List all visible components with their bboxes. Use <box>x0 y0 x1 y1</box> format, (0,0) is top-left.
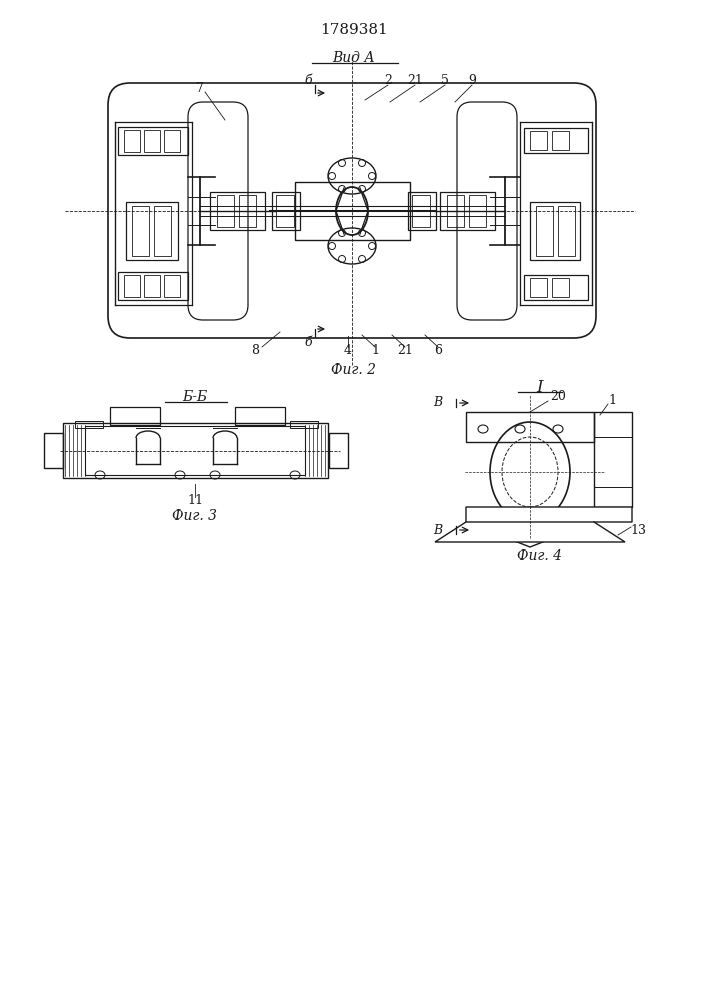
Bar <box>524 128 588 153</box>
Bar <box>217 195 234 227</box>
Text: 5: 5 <box>441 74 449 87</box>
Bar <box>164 275 180 297</box>
Text: 1789381: 1789381 <box>320 23 388 37</box>
Bar <box>295 182 410 240</box>
Bar <box>558 206 575 256</box>
Bar <box>276 195 294 227</box>
Bar <box>594 412 632 507</box>
Bar <box>552 131 569 150</box>
Bar <box>110 407 160 425</box>
Bar <box>530 278 547 297</box>
Bar <box>447 195 464 227</box>
Text: б: б <box>304 336 312 349</box>
Bar <box>85 426 305 475</box>
Bar <box>144 275 160 297</box>
Text: Б-Б: Б-Б <box>182 390 208 404</box>
Bar <box>154 206 171 256</box>
Bar <box>164 130 180 152</box>
Bar <box>272 192 300 230</box>
Bar <box>124 275 140 297</box>
Bar <box>412 195 430 227</box>
Text: 1: 1 <box>608 393 616 406</box>
Bar <box>44 433 63 468</box>
Bar <box>132 206 149 256</box>
Bar <box>126 202 178 260</box>
Bar <box>144 130 160 152</box>
Text: В: В <box>433 524 443 536</box>
Bar <box>408 192 436 230</box>
Text: 2: 2 <box>384 74 392 87</box>
Bar <box>235 407 285 425</box>
Text: В: В <box>433 396 443 410</box>
Text: 21: 21 <box>397 344 413 358</box>
Text: 6: 6 <box>434 344 442 358</box>
Text: 20: 20 <box>550 390 566 403</box>
Bar <box>290 421 318 428</box>
Bar <box>466 412 594 442</box>
Text: I: I <box>537 378 543 395</box>
Bar <box>118 127 188 155</box>
Text: 4: 4 <box>344 344 352 358</box>
Text: Фиг. 4: Фиг. 4 <box>518 549 563 563</box>
Bar <box>536 206 553 256</box>
Bar <box>530 131 547 150</box>
Bar <box>124 130 140 152</box>
Text: 13: 13 <box>630 524 646 536</box>
Polygon shape <box>466 507 632 547</box>
Text: 11: 11 <box>187 494 203 508</box>
Bar <box>469 195 486 227</box>
Bar <box>530 202 580 260</box>
Bar <box>239 195 256 227</box>
Text: Фиг. 3: Фиг. 3 <box>173 509 218 523</box>
Text: б: б <box>304 74 312 87</box>
Bar <box>63 423 328 478</box>
Polygon shape <box>435 522 625 542</box>
Text: 7: 7 <box>196 82 204 95</box>
Text: Фиг. 2: Фиг. 2 <box>332 363 377 377</box>
Bar <box>210 192 265 230</box>
Bar <box>329 433 348 468</box>
Bar <box>75 421 103 428</box>
Text: 21: 21 <box>407 74 423 87</box>
Text: Вид А: Вид А <box>332 51 375 65</box>
Bar <box>118 272 188 300</box>
Text: 9: 9 <box>468 74 476 87</box>
Bar <box>440 192 495 230</box>
Bar <box>552 278 569 297</box>
Text: 8: 8 <box>251 344 259 358</box>
Text: 1: 1 <box>371 344 379 358</box>
Bar <box>524 275 588 300</box>
